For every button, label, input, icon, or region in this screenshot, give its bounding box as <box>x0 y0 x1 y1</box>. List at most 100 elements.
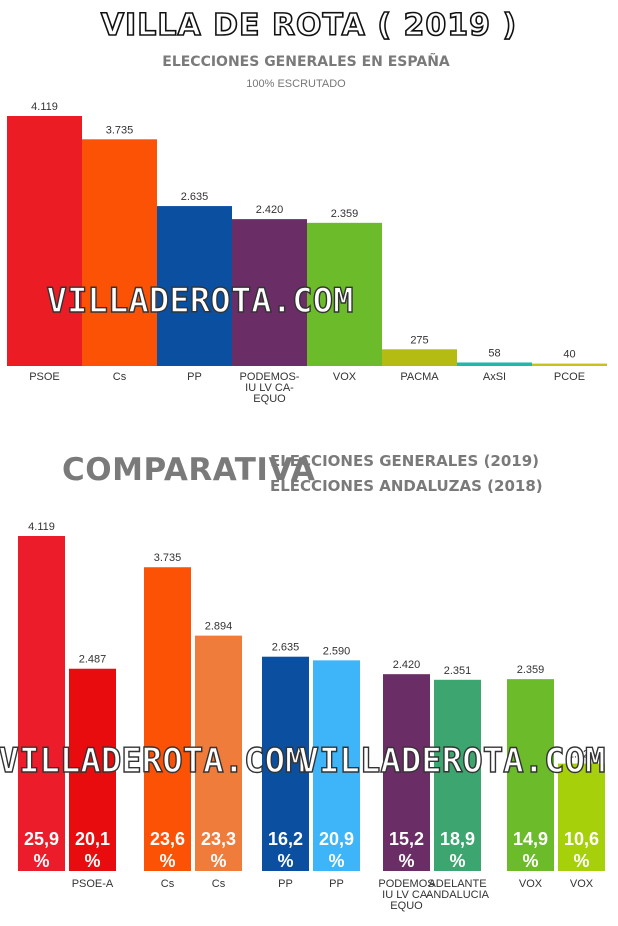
bar-8 <box>532 363 607 366</box>
comparison-line-general: ELECCIONES GENERALES (2019) <box>270 452 540 470</box>
comparison-bar-chart: 4.119 25,9% 2.487 20,1% PSOE-A 3.735 23,6% Cs 2.… <box>0 521 606 912</box>
comparison-bar <box>195 635 242 871</box>
data-label: 4.119 <box>31 101 58 113</box>
bar-5 <box>307 222 382 366</box>
category-label: AxSI <box>483 371 506 383</box>
percent-sign: % <box>33 851 49 871</box>
category-label-line: ANDALUCIA <box>426 889 490 901</box>
category-label: PACMA <box>400 371 439 383</box>
watermark-text-right: VILLADEROTA.COM <box>298 741 605 781</box>
comparison-bar <box>383 674 430 871</box>
comparison-title: COMPARATIVA <box>62 452 316 488</box>
percent-sign: % <box>210 851 226 871</box>
percent-label: 10,6 <box>564 829 599 849</box>
bar-4 <box>232 219 307 366</box>
category-label-line: ADELANTE <box>428 878 486 890</box>
percent-sign: % <box>449 851 465 871</box>
category-label-line: VOX <box>519 878 543 890</box>
category-label: VOX <box>570 878 594 890</box>
category-label: PODEMOS IU LV CA-EQUO <box>378 878 434 912</box>
percent-label: 18,9 <box>440 829 475 849</box>
data-label: 3.735 <box>106 124 134 136</box>
category-label-line: PACMA <box>400 371 439 383</box>
category-label: Cs <box>113 371 127 383</box>
percent-sign: % <box>277 851 293 871</box>
comparison-bar <box>262 656 309 871</box>
category-label-line: PODEMOS <box>378 878 434 890</box>
data-label: 275 <box>410 334 428 346</box>
category-label-line: AxSI <box>483 371 506 383</box>
percent-sign: % <box>159 851 175 871</box>
watermark-text-left: VILLADEROTA.COM <box>0 741 306 781</box>
comparison-bar <box>507 679 554 871</box>
category-label-line: PODEMOS- <box>240 371 300 383</box>
category-label: PP <box>278 878 293 890</box>
comparison-bar <box>434 679 481 871</box>
category-label: PSOE <box>29 371 60 383</box>
data-label: 2.590 <box>323 645 351 657</box>
category-label: VOX <box>333 371 357 383</box>
category-label: ADELANTE ANDALUCIA <box>426 878 490 901</box>
percent-label: 16,2 <box>268 829 303 849</box>
percent-label: 20,1 <box>75 829 110 849</box>
category-label-line: VOX <box>333 371 357 383</box>
category-label-line: VOX <box>570 878 594 890</box>
data-label: 2.420 <box>256 204 284 216</box>
comparison-bar <box>144 567 191 871</box>
category-label-line: PP <box>187 371 202 383</box>
results-bar-chart: 4.119 PSOE 3.735 Cs 2.635 PP 2.420 PODEMOS-IU L… <box>7 101 607 405</box>
bar-7 <box>457 362 532 366</box>
category-label: PODEMOS-IU LV CA-EQUO <box>240 371 300 405</box>
category-label-line: IU LV CA- <box>382 889 431 901</box>
percent-sign: % <box>328 851 344 871</box>
category-label-line: Cs <box>113 371 127 383</box>
percent-label: 23,3 <box>201 829 236 849</box>
percent-sign: % <box>522 851 538 871</box>
comparison-bar <box>69 668 116 871</box>
data-label: 2.420 <box>393 659 421 671</box>
category-label: PP <box>187 371 202 383</box>
data-label: 2.635 <box>272 642 300 654</box>
comparison-line-andalusian: ELECCIONES ANDALUZAS (2018) <box>270 477 543 495</box>
bar-2 <box>82 139 157 366</box>
category-label-line: Cs <box>212 878 226 890</box>
comparison-bar <box>18 536 65 871</box>
category-label: PCOE <box>554 371 585 383</box>
category-label-line: PSOE <box>29 371 60 383</box>
category-label-line: PP <box>278 878 293 890</box>
data-label: 40 <box>563 349 575 361</box>
category-label-line: IU LV CA- <box>245 382 294 394</box>
category-label-line: PSOE-A <box>72 878 114 890</box>
bar-6 <box>382 349 457 366</box>
percent-sign: % <box>84 851 100 871</box>
data-label: 4.119 <box>28 521 55 533</box>
comparison-bar <box>313 660 360 871</box>
data-label: 2.635 <box>181 191 209 203</box>
category-label-line: Cs <box>161 878 175 890</box>
category-label: PSOE-A <box>72 878 114 890</box>
percent-label: 15,2 <box>389 829 424 849</box>
percent-label: 20,9 <box>319 829 354 849</box>
percent-sign: % <box>398 851 414 871</box>
category-label: Cs <box>212 878 226 890</box>
data-label: 2.894 <box>205 621 233 633</box>
percent-label: 25,9 <box>24 829 59 849</box>
category-label-line: EQUO <box>390 900 423 912</box>
percent-label: 14,9 <box>513 829 548 849</box>
category-label-line: PCOE <box>554 371 585 383</box>
data-label: 3.735 <box>154 552 182 564</box>
category-label: VOX <box>519 878 543 890</box>
bar-1 <box>7 116 82 366</box>
category-label: PP <box>329 878 344 890</box>
comparison-bar <box>558 763 605 871</box>
percent-label: 23,6 <box>150 829 185 849</box>
watermark-text: VILLADEROTA.COM <box>46 281 353 321</box>
data-label: 2.487 <box>79 654 107 666</box>
scrutiny-note: 100% ESCRUTADO <box>246 78 346 90</box>
data-label: 58 <box>488 347 500 359</box>
data-label: 2.359 <box>517 664 545 676</box>
page-subtitle: ELECCIONES GENERALES EN ESPAÑA <box>162 54 450 70</box>
category-label: Cs <box>161 878 175 890</box>
category-label-line: PP <box>329 878 344 890</box>
bar-3 <box>157 206 232 366</box>
